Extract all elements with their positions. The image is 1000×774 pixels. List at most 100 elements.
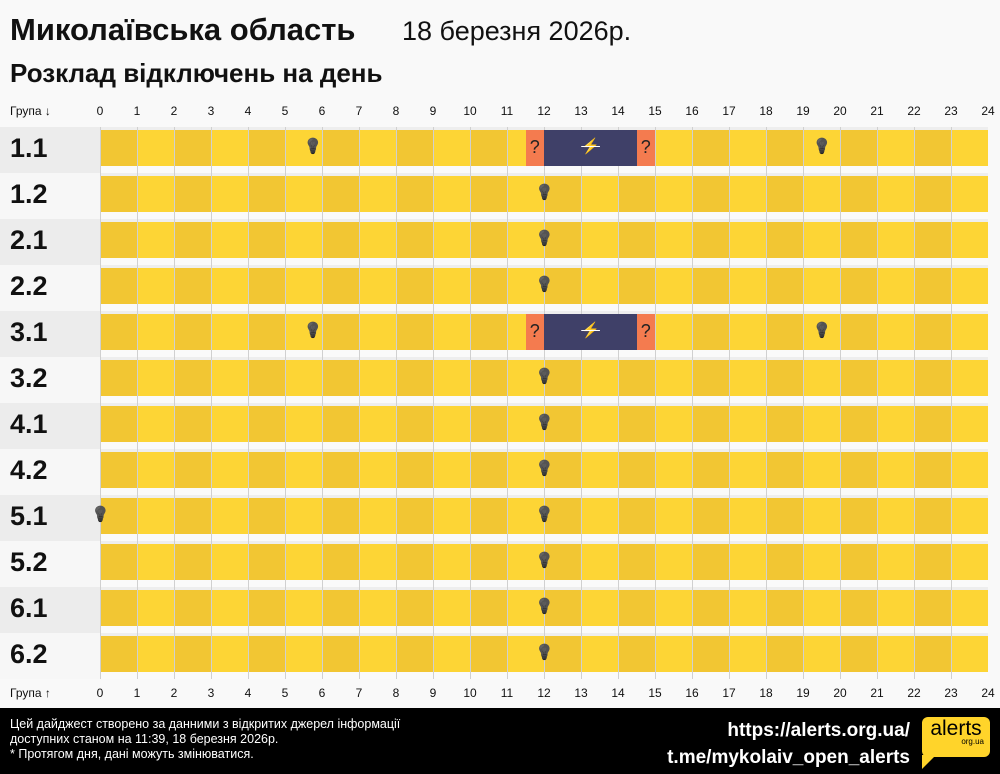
hour-cell [766,127,803,173]
hour-cell [433,633,470,679]
group-name: 1.2 [0,173,100,219]
hour-cell [803,633,840,679]
hour-cell [359,633,396,679]
hour-cell [470,127,507,173]
hour-cell [840,357,877,403]
bulb-icon: 💡 [535,552,554,569]
hour-tick: 20 [833,686,847,700]
hour-cell [914,173,951,219]
hour-cell [544,541,581,587]
hour-tick: 0 [96,104,104,118]
hour-cell [322,173,359,219]
group-row: 6.2 💡 [0,633,1000,679]
hour-cell [544,403,581,449]
hour-tick: 16 [685,104,699,118]
hour-cell [174,173,211,219]
hour-cell [544,357,581,403]
hour-cell [803,265,840,311]
hour-cell [137,357,174,403]
hour-cell [322,633,359,679]
hour-cell [692,495,729,541]
hour-cell [507,449,544,495]
hour-cell [433,311,470,357]
hour-cell [174,127,211,173]
hour-cell [692,541,729,587]
hour-cell [618,633,655,679]
group-row: 1.1 💡? ⚡? 💡 [0,127,1000,173]
hour-cell [951,265,988,311]
hour-cell [581,587,618,633]
hour-cell [692,219,729,265]
hour-cell [396,403,433,449]
hour-cell [840,173,877,219]
hour-tick: 21 [870,104,884,118]
bulb-icon: 💡 [535,276,554,293]
hour-cell [359,127,396,173]
hour-cell [137,541,174,587]
hour-tick: 19 [796,686,810,700]
hour-cell [618,541,655,587]
group-label: Група ↑ [10,686,51,700]
hour-cell [877,633,914,679]
hour-axis-bottom: Група ↑ 0 1 2 3 4 5 6 7 8 9 10 11 12 13 14 15 16 17 18 19 20 2… [0,681,1000,705]
hour-cell [507,219,544,265]
hour-cell [507,495,544,541]
hour-cell [322,265,359,311]
hour-cell [729,265,766,311]
hour-cell [433,173,470,219]
hour-tick: 0 [96,686,104,700]
group-name: 5.2 [0,541,100,587]
question-icon: ? [640,321,651,341]
hour-cell [285,633,322,679]
group-name: 1.1 [0,127,100,173]
hour-cell [840,265,877,311]
hour-cell [618,265,655,311]
hour-cell [655,495,692,541]
hour-cell [655,449,692,495]
group-name: 6.2 [0,633,100,679]
hour-cell [914,311,951,357]
hour-tick: 3 [207,104,215,118]
bulb-icon: 💡 [535,368,554,385]
hour-tick: 2 [170,686,178,700]
hour-tick: 9 [429,104,437,118]
bulb-icon: 💡 [91,506,110,523]
hour-cell [396,265,433,311]
hour-cell [692,127,729,173]
hour-cell [655,219,692,265]
hour-tick: 18 [759,686,773,700]
hour-cell [618,219,655,265]
hour-cell [322,219,359,265]
hour-cell [285,403,322,449]
hour-cell [100,265,137,311]
hour-cell [322,587,359,633]
hour-cell [544,265,581,311]
disclaimer-line: доступних станом на 11:39, 18 березня 20… [10,732,279,746]
hour-cell [285,449,322,495]
hour-tick: 8 [392,104,400,118]
hour-cell [914,265,951,311]
no-power-icon: ⚡ [581,138,600,155]
hour-cell [544,633,581,679]
hour-cell [951,403,988,449]
group-name: 3.2 [0,357,100,403]
hour-tick: 24 [981,104,995,118]
hour-cell [877,403,914,449]
hour-cell [174,495,211,541]
group-row: 3.2 💡 [0,357,1000,403]
page-title: Миколаївська область [10,12,356,47]
hour-cell [692,357,729,403]
hour-cell [877,311,914,357]
hour-cell [396,633,433,679]
hour-cell [877,587,914,633]
hour-cell [433,127,470,173]
website-link[interactable]: https://alerts.org.ua/ [727,720,910,741]
hour-cell [507,265,544,311]
hour-cell [174,449,211,495]
hour-cell [692,311,729,357]
hour-cell [248,173,285,219]
telegram-link[interactable]: t.me/mykolaiv_open_alerts [667,747,910,768]
hour-tick: 18 [759,104,773,118]
footer: Цей дайджест створено за данними з відкр… [0,708,1000,774]
hour-cell [137,633,174,679]
